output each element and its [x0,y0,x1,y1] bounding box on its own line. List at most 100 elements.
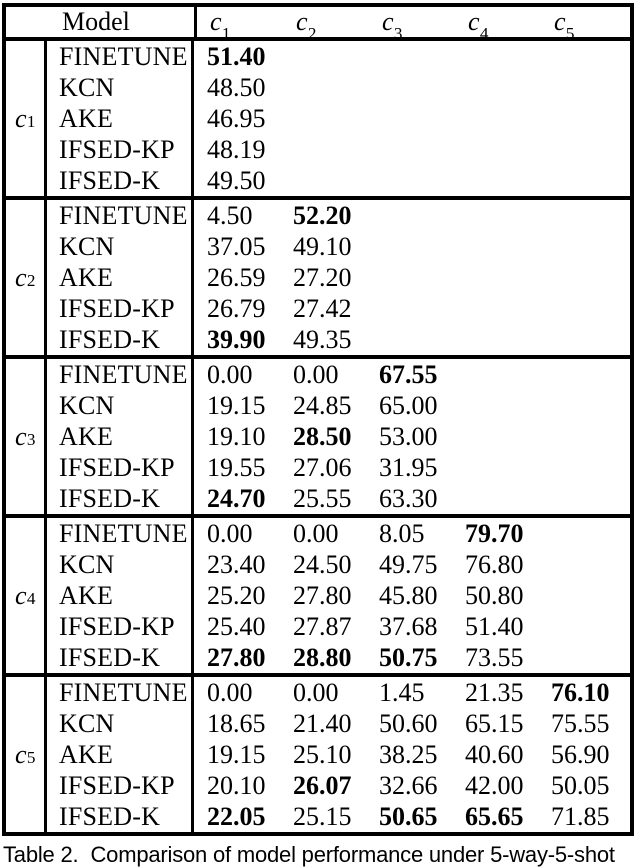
model-name: FINETUNE [59,200,188,230]
model-name: KCN [59,231,115,261]
value-cell: 25.55 [293,483,352,513]
model-name-cell: FINETUNE [47,200,194,231]
table-row: AKE 26.59 27.20 [47,262,630,293]
value-cell: 32.66 [379,770,438,800]
value-cell: 50.75 [379,642,438,672]
value-cell: 22.05 [207,801,266,831]
model-name: IFSED-K [59,642,161,672]
value-cell: 37.05 [207,231,266,261]
caption-label: Table 2. [3,842,79,867]
table-row: KCN 19.15 24.85 65.00 [47,390,630,421]
table-row: KCN 37.05 49.10 [47,231,630,262]
model-name-cell: IFSED-KP [47,134,194,165]
value-cell: 18.65 [207,708,266,738]
value-cell: 65.65 [465,801,524,831]
model-name-cell: IFSED-KP [47,611,194,642]
group-rows: FINETUNE 0.00 0.00 67.55 KCN 19.15 24.85 65.00 A… [47,359,630,514]
value-cell: 0.00 [293,359,339,389]
table-row: AKE 25.20 27.80 45.80 50.80 [47,580,630,611]
value-cell: 49.75 [379,549,438,579]
model-name: AKE [59,580,114,610]
model-name-cell: AKE [47,580,194,611]
model-column-header: Model [6,7,197,37]
table-caption: Table 2. Comparison of model performance … [3,842,637,867]
model-name-cell: IFSED-K [47,483,194,514]
model-name: IFSED-KP [59,452,175,482]
model-name-cell: FINETUNE [47,359,194,390]
model-name: KCN [59,390,115,420]
table-row: KCN 23.40 24.50 49.75 76.80 [47,549,630,580]
model-name: KCN [59,708,115,738]
value-cell: 24.85 [293,390,352,420]
value-cell: 21.40 [293,708,352,738]
value-cell: 71.85 [551,801,610,831]
table-row: KCN 48.50 [47,72,630,103]
model-name-cell: FINETUNE [47,518,194,549]
value-cell: 75.55 [551,708,610,738]
model-header-label: Model [62,7,130,36]
model-name: FINETUNE [59,359,188,389]
model-name-cell: AKE [47,103,194,134]
value-cell: 27.42 [293,293,352,323]
value-cell: 76.10 [551,677,610,707]
column-header-c4: c4 [468,7,489,44]
table-body: c 1 FINETUNE 51.40 KCN 48.50 AKE 46.95 IFSED-KP 4… [6,41,630,832]
table-row: IFSED-KP 19.55 27.06 31.95 [47,452,630,483]
value-cell: 27.20 [293,262,352,292]
table-row: IFSED-K 49.50 [47,165,630,196]
value-cell: 48.19 [207,134,266,164]
group-rows: FINETUNE 51.40 KCN 48.50 AKE 46.95 IFSED-KP 48.… [47,41,630,196]
value-cell: 4.50 [207,200,253,230]
model-name: FINETUNE [59,677,188,707]
value-cell: 1.45 [379,677,425,707]
value-cell: 26.79 [207,293,266,323]
model-name-cell: IFSED-KP [47,770,194,801]
value-cell: 24.50 [293,549,352,579]
value-cell: 45.80 [379,580,438,610]
table-row: FINETUNE 51.40 [47,41,630,72]
model-name: KCN [59,549,115,579]
table-row: KCN 18.65 21.40 50.60 65.15 75.55 [47,708,630,739]
group-block: c 2 FINETUNE 4.50 52.20 KCN 37.05 49.10 AKE 26.59… [6,196,630,355]
table-row: AKE 19.10 28.50 53.00 [47,421,630,452]
value-cell: 8.05 [379,518,425,548]
table-row: IFSED-KP 48.19 [47,134,630,165]
model-name: IFSED-KP [59,611,175,641]
value-cell: 0.00 [207,359,253,389]
value-cell: 23.40 [207,549,266,579]
value-cell: 52.20 [293,200,352,230]
value-cell: 42.00 [465,770,524,800]
table-row: IFSED-K 24.70 25.55 63.30 [47,483,630,514]
value-cell: 79.70 [465,518,524,548]
model-name: IFSED-K [59,165,161,195]
model-name-cell: IFSED-K [47,642,194,673]
model-name-cell: KCN [47,390,194,421]
model-name-cell: FINETUNE [47,41,194,72]
value-cell: 26.07 [293,770,352,800]
value-cell: 39.90 [207,324,266,354]
value-cell: 28.50 [293,421,352,451]
value-cell: 21.35 [465,677,524,707]
model-name-cell: KCN [47,549,194,580]
table-row: AKE 19.15 25.10 38.25 40.60 56.90 [47,739,630,770]
value-cell: 46.95 [207,103,266,133]
group-rows: FINETUNE 0.00 0.00 8.05 79.70 KCN 23.40 24.50 49… [47,518,630,673]
value-cell: 27.80 [293,580,352,610]
value-cell: 76.80 [465,549,524,579]
value-cell: 19.15 [207,739,266,769]
value-cell: 50.05 [551,770,610,800]
model-name-cell: AKE [47,739,194,770]
value-cell: 0.00 [207,518,253,548]
value-cell: 56.90 [551,739,610,769]
model-name: AKE [59,421,114,451]
performance-table: Model c1 c2 c3 c4 c5 c 1 FINETUNE 51.40 KCN 4… [2,3,634,836]
value-cell: 73.55 [465,642,524,672]
value-cell: 48.50 [207,72,266,102]
model-name: KCN [59,72,115,102]
model-name-cell: KCN [47,72,194,103]
value-cell: 65.00 [379,390,438,420]
model-name-cell: IFSED-KP [47,452,194,483]
